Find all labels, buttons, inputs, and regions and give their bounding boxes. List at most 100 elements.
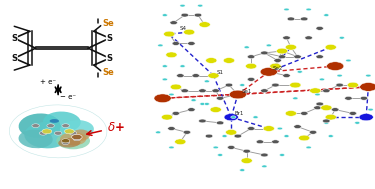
Circle shape: [224, 58, 235, 63]
Ellipse shape: [56, 132, 90, 149]
Circle shape: [294, 55, 302, 59]
Circle shape: [73, 137, 81, 141]
Circle shape: [297, 70, 302, 73]
Circle shape: [204, 80, 210, 83]
Circle shape: [206, 134, 213, 138]
Circle shape: [225, 129, 237, 135]
Circle shape: [309, 130, 317, 134]
Circle shape: [199, 22, 210, 27]
Circle shape: [316, 55, 323, 59]
Circle shape: [322, 119, 330, 123]
Circle shape: [324, 122, 329, 124]
Circle shape: [169, 146, 174, 149]
Circle shape: [285, 111, 297, 116]
Circle shape: [156, 131, 161, 134]
Circle shape: [198, 4, 203, 7]
Circle shape: [359, 114, 373, 121]
Circle shape: [244, 46, 249, 49]
Circle shape: [188, 108, 195, 112]
Circle shape: [206, 58, 217, 63]
Circle shape: [32, 124, 39, 128]
Circle shape: [260, 67, 278, 76]
Circle shape: [346, 59, 351, 62]
Circle shape: [306, 146, 311, 149]
Circle shape: [222, 135, 227, 137]
Circle shape: [349, 112, 357, 115]
Circle shape: [240, 84, 245, 86]
Ellipse shape: [60, 132, 86, 146]
Ellipse shape: [43, 112, 81, 132]
Circle shape: [62, 124, 69, 128]
Circle shape: [39, 131, 47, 135]
Circle shape: [314, 106, 321, 110]
Circle shape: [290, 82, 301, 88]
Circle shape: [217, 154, 223, 156]
Text: Se: Se: [102, 68, 114, 77]
Circle shape: [231, 116, 236, 119]
Circle shape: [287, 17, 295, 21]
Circle shape: [360, 96, 368, 100]
Circle shape: [72, 134, 82, 140]
Circle shape: [225, 83, 233, 87]
Circle shape: [248, 127, 255, 130]
Circle shape: [62, 139, 70, 143]
Circle shape: [285, 44, 297, 50]
Circle shape: [272, 83, 279, 87]
Text: S: S: [11, 54, 17, 63]
Circle shape: [366, 74, 371, 77]
Circle shape: [246, 63, 257, 69]
Circle shape: [216, 96, 224, 100]
Circle shape: [172, 42, 180, 45]
Circle shape: [322, 89, 330, 93]
Circle shape: [199, 89, 206, 93]
Text: Se: Se: [102, 19, 114, 28]
Circle shape: [276, 48, 288, 54]
Circle shape: [212, 89, 219, 93]
Circle shape: [278, 55, 286, 59]
Circle shape: [200, 103, 205, 105]
Circle shape: [42, 129, 52, 134]
Ellipse shape: [60, 120, 94, 139]
Circle shape: [181, 13, 189, 17]
Circle shape: [256, 140, 264, 144]
Ellipse shape: [58, 138, 81, 147]
Circle shape: [175, 139, 186, 145]
Circle shape: [324, 14, 329, 16]
Circle shape: [261, 51, 268, 55]
Circle shape: [293, 97, 298, 100]
Circle shape: [169, 93, 174, 96]
Text: Se2: Se2: [273, 66, 283, 71]
Circle shape: [183, 29, 195, 35]
Circle shape: [204, 103, 210, 105]
Circle shape: [368, 108, 373, 111]
Circle shape: [172, 112, 180, 115]
Ellipse shape: [50, 119, 59, 123]
Circle shape: [279, 154, 285, 156]
Circle shape: [347, 82, 358, 88]
Circle shape: [283, 36, 290, 40]
Text: + e⁻: + e⁻: [40, 79, 56, 85]
Circle shape: [277, 127, 282, 130]
Circle shape: [355, 122, 360, 124]
Circle shape: [266, 44, 272, 47]
Circle shape: [183, 130, 190, 134]
Circle shape: [243, 149, 250, 153]
Circle shape: [47, 124, 54, 128]
Circle shape: [263, 126, 274, 131]
Circle shape: [234, 134, 242, 138]
Circle shape: [240, 169, 245, 171]
Circle shape: [310, 88, 321, 94]
Circle shape: [336, 83, 344, 87]
Text: S4: S4: [180, 26, 187, 31]
Circle shape: [300, 17, 308, 21]
Circle shape: [192, 74, 200, 77]
Circle shape: [194, 13, 202, 17]
Ellipse shape: [71, 129, 90, 141]
Circle shape: [166, 52, 177, 58]
Circle shape: [316, 26, 323, 30]
Circle shape: [161, 114, 172, 120]
Text: − e⁻: − e⁻: [60, 94, 76, 100]
Circle shape: [327, 62, 344, 70]
Circle shape: [180, 4, 185, 7]
Circle shape: [305, 36, 312, 40]
